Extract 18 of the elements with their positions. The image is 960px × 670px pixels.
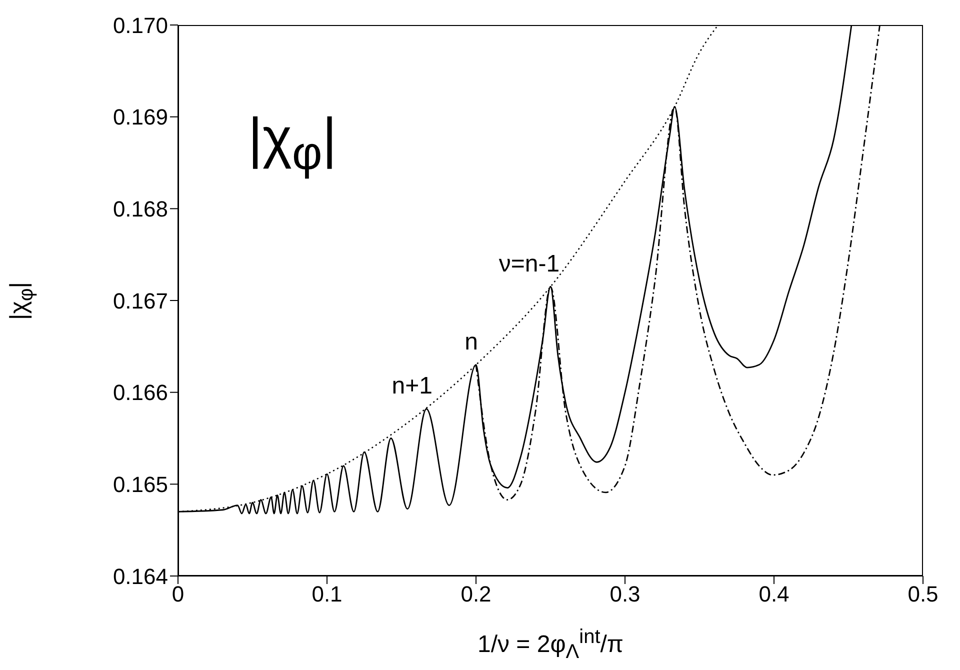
- annotation: n+1: [392, 372, 432, 400]
- annotation: |χ$_{φ}$|: [248, 105, 337, 180]
- x-tick-label: 0.1: [312, 582, 342, 607]
- x-tick-label: 0.3: [610, 582, 640, 607]
- y-tick-label: 0.164: [112, 564, 168, 589]
- annotation: n: [464, 328, 478, 356]
- x-tick-label: 0.5: [908, 582, 938, 607]
- y-tick-label: 0.170: [112, 12, 168, 38]
- y-tick-label: 0.168: [112, 196, 168, 222]
- y-tick-label: 0.165: [112, 472, 168, 497]
- annotation: ν=n-1: [498, 250, 560, 278]
- y-tick-label: 0.167: [112, 288, 168, 314]
- y-tick-label: 0.169: [112, 104, 168, 130]
- x-tick-label: 0.2: [460, 582, 492, 607]
- x-tick-label: 0.4: [758, 582, 790, 607]
- x-axis-title: 1/ν = 2φ$_{Λ}$$^{int}$/π: [476, 626, 624, 664]
- x-tick-label: 0: [172, 582, 184, 607]
- y-tick-label: 0.166: [112, 380, 168, 406]
